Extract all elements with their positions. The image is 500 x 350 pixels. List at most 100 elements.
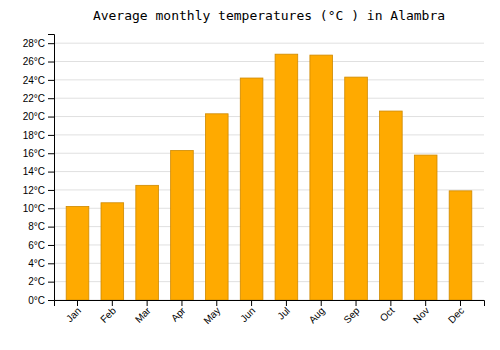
grid	[54, 43, 484, 300]
grid-line	[54, 134, 484, 135]
x-tick-label: Jan	[64, 305, 83, 324]
y-tick: 10°C	[23, 203, 54, 214]
x-tick-label: Apr	[169, 304, 188, 323]
bar	[275, 54, 298, 300]
y-tick: 22°C	[23, 93, 54, 104]
y-tick: 16°C	[23, 148, 54, 159]
y-tick-mark	[48, 80, 54, 81]
x-tick: Aug	[307, 300, 327, 325]
y-tick-label: 0°C	[28, 295, 45, 306]
y-tick-mark	[48, 300, 54, 301]
y-tick-label: 20°C	[23, 111, 45, 122]
y-tick: 0°C	[28, 295, 54, 306]
grid-line	[54, 43, 484, 44]
y-tick-mark	[48, 227, 54, 228]
y-tick-mark	[48, 153, 54, 154]
y-tick-label: 14°C	[23, 166, 45, 177]
bar	[310, 55, 333, 300]
grid-line	[54, 61, 484, 62]
bar	[205, 114, 228, 300]
x-tick-mark	[251, 300, 252, 306]
y-tick-label: 12°C	[23, 185, 45, 196]
x-tick-mark	[321, 300, 322, 306]
y-tick-mark	[48, 208, 54, 209]
x-tick-label: Jul	[275, 305, 292, 322]
bar	[240, 78, 263, 300]
x-tick: Apr	[169, 300, 188, 324]
bar	[171, 150, 194, 300]
y-tick-label: 10°C	[23, 203, 45, 214]
x-tick: Sep	[341, 300, 362, 325]
y-tick-label: 6°C	[28, 240, 45, 251]
x-tick-label: Feb	[98, 305, 118, 325]
y-tick: 2°C	[28, 276, 54, 287]
x-tick: Jul	[275, 300, 292, 322]
y-tick: 24°C	[23, 75, 54, 86]
x-tick: Nov	[411, 300, 431, 325]
title: Average monthly temperatures (°C ) in Al…	[93, 8, 445, 23]
x-tick: Jan	[64, 300, 83, 324]
x-tick-label: Sep	[341, 305, 362, 326]
grid-line	[54, 98, 484, 99]
grid-line	[54, 116, 484, 117]
y-tick: 26°C	[23, 56, 54, 67]
y-tick-label: 16°C	[23, 148, 45, 159]
y-tick-mark	[48, 43, 54, 44]
y-tick-mark	[48, 172, 54, 173]
x-tick: Feb	[98, 300, 118, 325]
y-tick-mark	[48, 117, 54, 118]
x-tick-mark	[77, 300, 78, 306]
y-tick-mark	[48, 62, 54, 63]
y-tick-label: 22°C	[23, 93, 45, 104]
x-tick: Oct	[378, 300, 397, 324]
y-tick: 20°C	[23, 111, 54, 122]
bars	[66, 54, 472, 300]
x-tick: May	[201, 300, 222, 326]
x-tick-mark	[460, 300, 461, 306]
x-tick-mark	[216, 300, 217, 306]
x-tick: Jun	[238, 300, 257, 324]
y-tick: 8°C	[28, 221, 54, 232]
y-axis-line	[48, 35, 55, 301]
x-tick-label: Oct	[378, 305, 397, 324]
x-tick: Dec	[446, 300, 466, 325]
y-tick-mark	[48, 190, 54, 191]
y-tick-label: 24°C	[23, 75, 45, 86]
y-tick-label: 26°C	[23, 56, 45, 67]
bar	[414, 155, 437, 300]
y-tick-label: 4°C	[28, 258, 45, 269]
y-tick-mark	[48, 282, 54, 283]
bar	[449, 191, 472, 300]
x-tick-mark	[390, 300, 391, 306]
bar	[66, 206, 89, 300]
y-tick-mark	[48, 245, 54, 246]
chart: 0°C 2°C 4°C 6°C 8°C 10°C 12°C 14°C 16°C 18°C 20°C 2…	[0, 0, 500, 350]
y-tick-mark	[48, 98, 54, 99]
x-tick-label: May	[201, 305, 222, 326]
y-tick: 14°C	[23, 166, 54, 177]
y-tick: 18°C	[23, 130, 54, 141]
y-tick: 6°C	[28, 240, 54, 251]
x-axis: Jan Feb Mar Apr May Jun Jul Aug Sep Oct Nov Dec	[55, 300, 485, 326]
bar	[101, 203, 124, 300]
y-tick-label: 18°C	[23, 130, 45, 141]
x-tick-mark	[286, 300, 287, 306]
y-tick: 28°C	[23, 38, 54, 49]
bar	[136, 185, 159, 300]
y-tick-label: 2°C	[28, 276, 45, 287]
y-axis: 0°C 2°C 4°C 6°C 8°C 10°C 12°C 14°C 16°C 18°C 20°C 2…	[23, 35, 55, 306]
x-tick-mark	[112, 300, 113, 306]
x-tick-mark	[181, 300, 182, 306]
bar	[380, 111, 403, 300]
x-tick-label: Dec	[446, 305, 466, 325]
x-tick-label: Aug	[307, 305, 327, 325]
bar	[345, 77, 368, 300]
x-tick: Mar	[133, 300, 153, 325]
grid-line	[54, 153, 484, 154]
y-tick-mark	[48, 263, 54, 264]
y-tick-label: 8°C	[28, 221, 45, 232]
x-tick-label: Jun	[238, 305, 257, 324]
x-tick-mark	[356, 300, 357, 306]
grid-line	[54, 79, 484, 80]
y-tick: 12°C	[23, 185, 54, 196]
